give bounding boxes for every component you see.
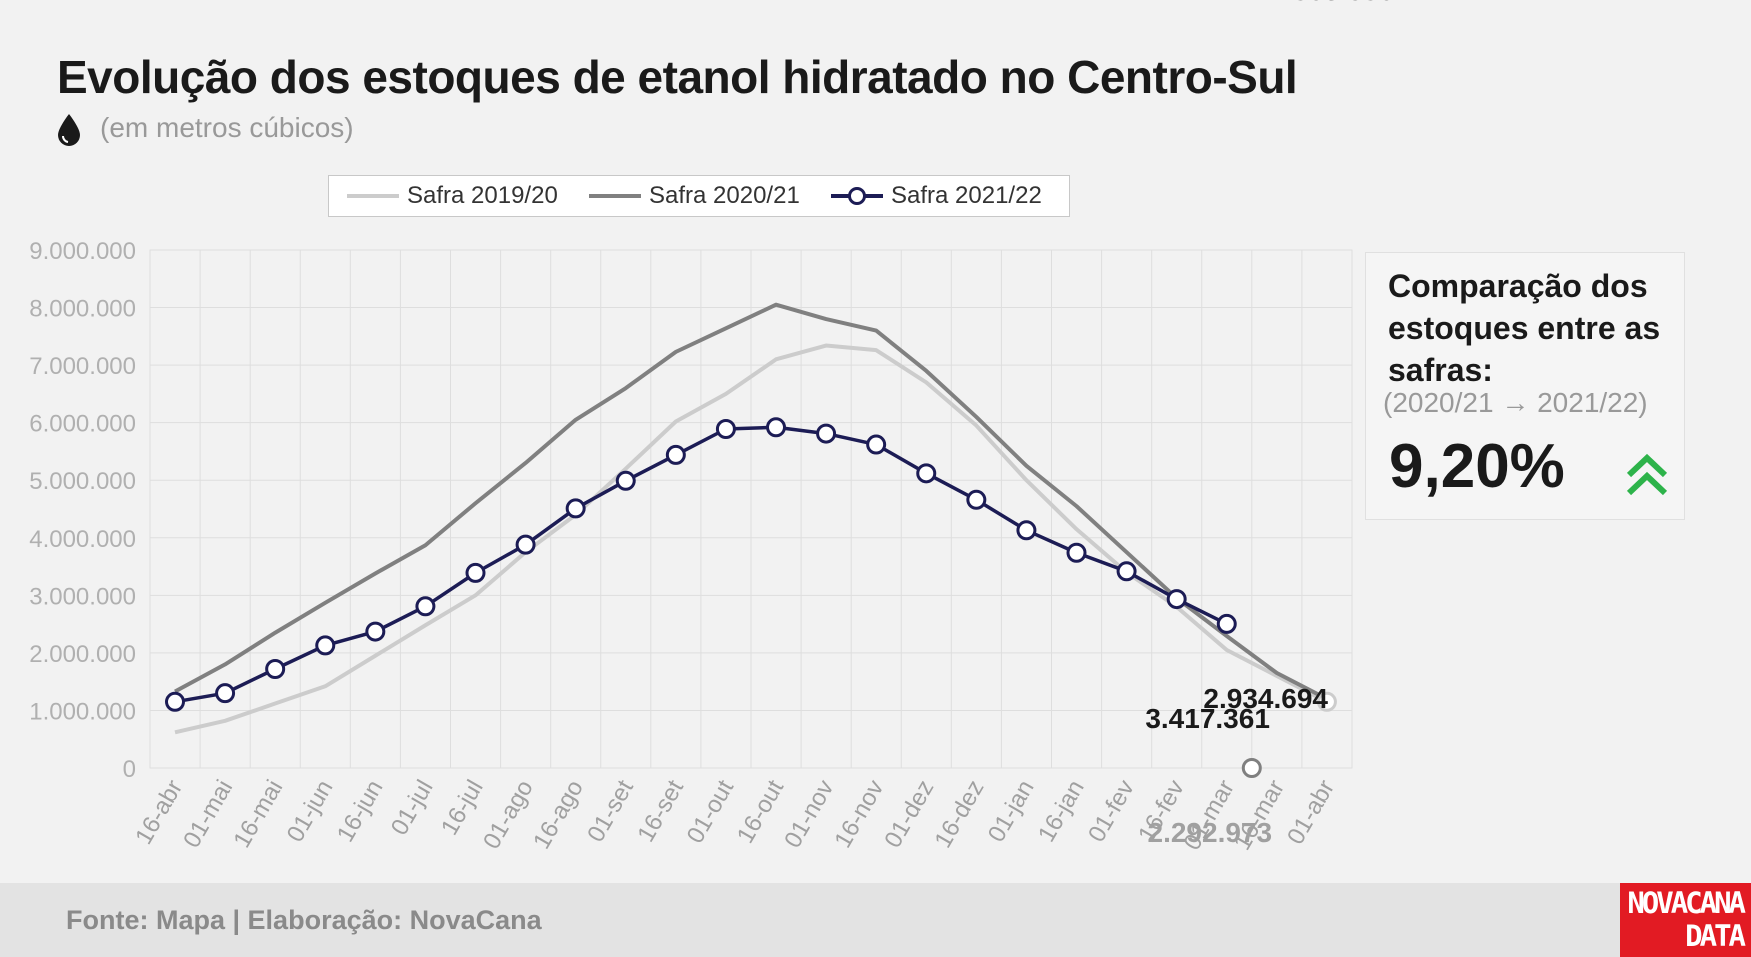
data-point [215,683,236,704]
legend-item-2019-20: Safra 2019/20 [343,176,558,216]
x-tick-label: 01-set [582,775,639,847]
y-tick-label: 4.000.000 [29,526,136,553]
y-tick-label: 7.000.000 [29,353,136,380]
x-tick-label: 01-jun [282,776,339,847]
x-tick-label: 01-abr [1282,775,1340,849]
logo-line-2: DATA [1685,919,1746,953]
x-tick-label: 16-set [632,775,689,847]
x-tick-label: 16-jul [436,776,489,840]
line-chart: 0 1.000.000 2.000.000 3.000.000 4.000.000 5.0… [29,0,1395,855]
y-tick-label: 2.000.000 [29,641,136,668]
legend-item-2020-21: Safra 2020/21 [585,176,800,216]
x-tick-label: 16-jun [332,776,389,847]
data-point-end-2019-20 [1316,691,1337,712]
drop-icon [58,114,80,146]
x-tick-label: 01-mai [178,776,238,853]
data-point [565,498,586,519]
data-point [465,562,486,583]
y-tick-label: 5.000.000 [29,468,136,495]
x-tick-label: 01-jan [983,776,1040,847]
x-tick-label: 01-dez [879,776,939,853]
y-tick-label: 0 [123,756,136,783]
data-point [866,434,887,455]
chart-subtitle: (em metros cúbicos) [100,112,354,143]
legend-label-2021-22: Safra 2021/22 [891,182,1042,209]
series-line [174,302,1328,701]
y-tick-label: 1.000.000 [29,698,136,725]
footer: Fonte: Mapa | Elaboração: NovaCana [0,883,1751,957]
data-point [415,596,436,617]
data-point [1116,561,1137,582]
y-tick-label: 3.000.000 [29,583,136,610]
data-point [1166,589,1187,610]
legend-item-2021-22: Safra 2021/22 [827,176,1042,216]
data-label: 2.292.973 [1148,817,1273,848]
legend-swatch-2020-21 [589,194,641,198]
data-point-end-2020-21 [1241,758,1262,778]
x-tick-label: 16-jan [1033,776,1090,847]
data-point [665,444,686,465]
data-point [1066,542,1087,563]
data-point [365,621,386,642]
data-point [816,423,837,444]
data-point [916,463,937,484]
data-label: 3.417.361 [1145,703,1270,734]
comparison-value: 9,20% [1389,432,1565,501]
data-point [315,635,336,656]
data-point [265,659,286,680]
x-tick-label: 16-ago [528,776,589,854]
legend-label-2020-21: Safra 2020/21 [649,182,800,209]
data-label: 2.934.694 [1203,683,1328,714]
novacana-data-logo: NOVACANA DATA [1620,883,1751,957]
data-point [1016,520,1037,541]
comparison-title: Comparação dos estoques entre as safras: [1388,268,1661,388]
x-tick-label: 01-nov [779,776,839,853]
data-point [615,470,636,491]
data-point [966,489,987,510]
legend-swatch-2019-20 [347,194,399,198]
data-point [715,418,736,439]
y-tick-label: 8.000.000 [29,296,136,323]
comparison-box: Comparação dos estoques entre as safras:… [1365,252,1685,520]
x-tick-label: 01-out [682,775,740,848]
chart-legend: Safra 2019/20 Safra 2020/21 Safra 2021/2… [328,175,1070,217]
x-tick-label: 16-nov [829,776,889,853]
x-tick-label: 16-mai [228,776,288,853]
comparison-period: (2020/21 → 2021/22) [1383,387,1648,418]
data-point [1216,613,1237,634]
y-tick-label: 6.000.000 [29,411,136,438]
legend-label-2019-20: Safra 2019/20 [407,182,558,209]
data-point [766,417,786,438]
double-chevron-up-icon [1626,453,1668,496]
chart-title: Evolução dos estoques de etanol hidratad… [57,51,1298,103]
series-line [174,425,1228,704]
source-text: Fonte: Mapa | Elaboração: NovaCana [66,905,542,935]
data-point [165,691,185,712]
y-tick-label: 9.000.000 [29,238,136,265]
legend-swatch-2021-22 [831,187,883,205]
data-label: 2.503.856 [1270,0,1395,6]
data-point [515,534,536,555]
series-line [174,343,1328,735]
x-tick-label: 16-dez [929,775,989,852]
x-tick-label: 01-fev [1083,776,1140,847]
x-tick-label: 01-jul [386,776,439,840]
logo-line-1: NOVACANA [1627,886,1746,920]
